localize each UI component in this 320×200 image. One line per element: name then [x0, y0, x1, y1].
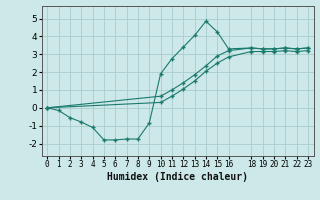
X-axis label: Humidex (Indice chaleur): Humidex (Indice chaleur): [107, 172, 248, 182]
